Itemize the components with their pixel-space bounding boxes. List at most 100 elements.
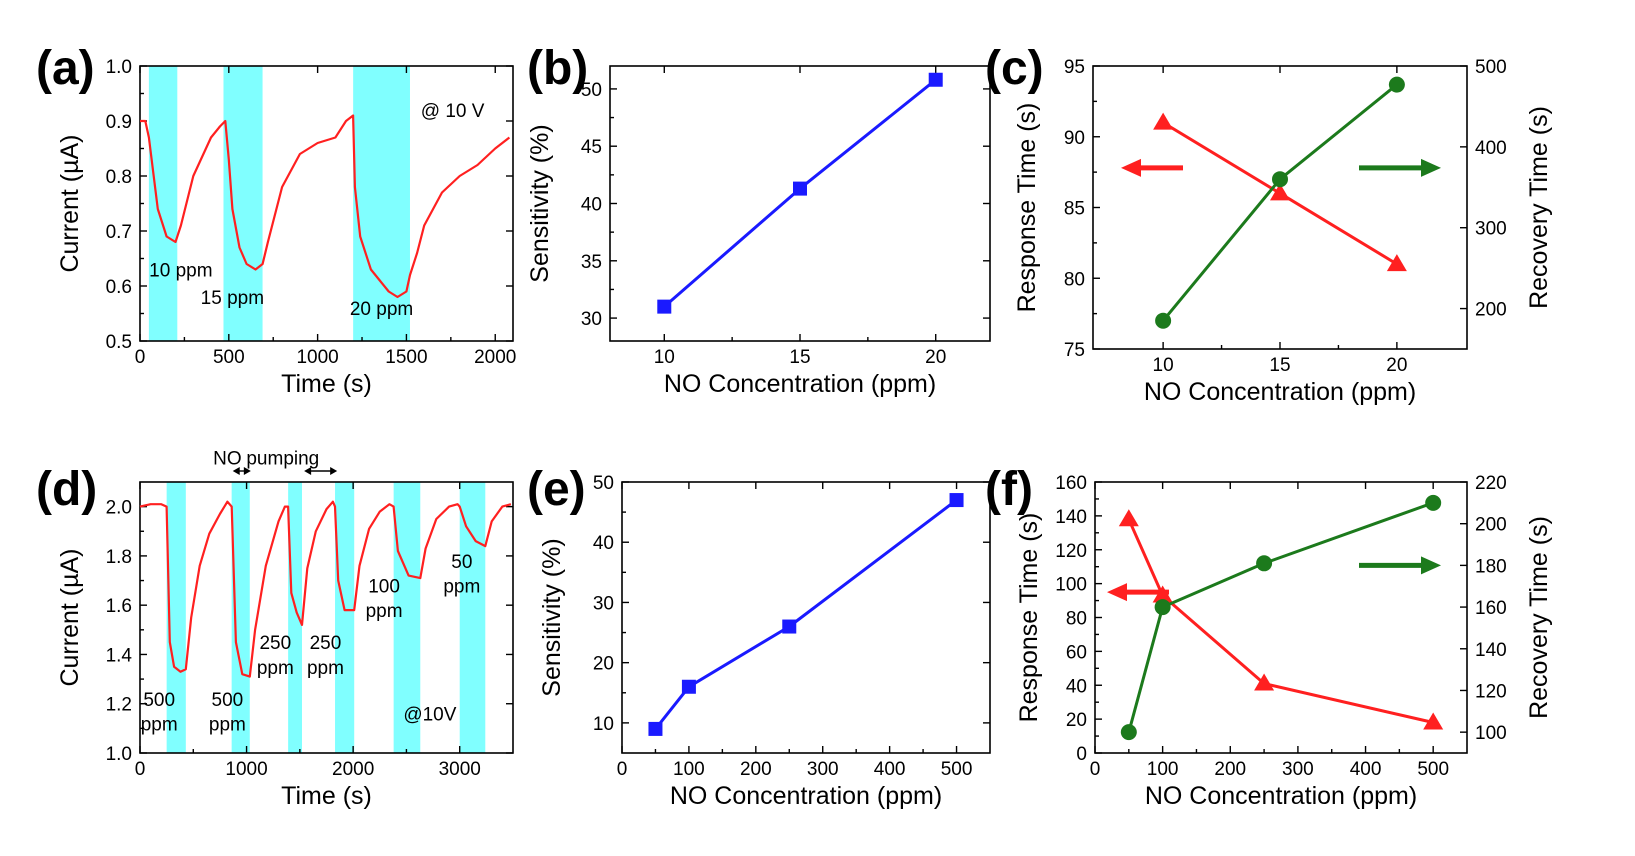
panel-e: 0 100 200 300 400 500 10 20 30 40 50 NO Concentrati… <box>527 463 991 810</box>
annotation-text: 500 <box>143 690 175 711</box>
x-tick-label: 400 <box>874 759 906 780</box>
data-point-square <box>949 493 964 508</box>
y-axis-label: Response Time (s) <box>1015 513 1043 723</box>
x-tick-label: 500 <box>1417 759 1449 780</box>
y-tick-label: 1.4 <box>106 645 133 666</box>
x-tick-label: 2000 <box>474 347 516 368</box>
annotation-text: 10 ppm <box>149 261 212 282</box>
plot-frame <box>139 481 514 754</box>
y2-tick-label: 300 <box>1475 219 1507 240</box>
data-point-triangle <box>1386 254 1407 272</box>
x-axis-label: NO Concentration (ppm) <box>670 782 942 810</box>
y-tick-label: 0.5 <box>106 332 132 353</box>
annotation-text: 20 ppm <box>350 299 413 320</box>
y-tick-label: 140 <box>1055 507 1087 528</box>
data-point-triangle <box>1118 509 1139 527</box>
y-tick-label: 120 <box>1055 541 1087 562</box>
x-tick-label: 500 <box>941 759 973 780</box>
y-axis-label: Current (µA) <box>56 134 84 272</box>
y-tick-label: 1.8 <box>106 547 132 568</box>
x-tick-label: 200 <box>1214 759 1246 780</box>
panel-c: 10 15 20 75 80 85 90 95 200 300 400 500 NO Concentra… <box>985 42 1553 406</box>
y-tick-label: 80 <box>1066 609 1087 630</box>
data-point-circle <box>1425 494 1442 511</box>
x-tick-label: 10 <box>654 347 675 368</box>
left-axis-arrow-head <box>1107 583 1127 602</box>
annotation-text: 250 <box>259 633 291 654</box>
panel-letter: (e) <box>527 463 586 516</box>
annotation-text: 50 <box>451 552 472 573</box>
interval-arrow-head <box>232 467 240 475</box>
y-tick-label: 95 <box>1064 57 1085 78</box>
y-tick-label: 1.6 <box>106 596 132 617</box>
y-tick-label: 40 <box>581 195 602 216</box>
x-tick-label: 300 <box>1282 759 1314 780</box>
exposure-band-5 <box>459 482 486 753</box>
data-point-circle <box>1154 599 1171 616</box>
annotation-text: ppm <box>443 576 480 597</box>
y-tick-label: 60 <box>1066 642 1087 663</box>
x-tick-label: 100 <box>1147 759 1179 780</box>
y-tick-label: 20 <box>593 654 614 675</box>
x-tick-label: 100 <box>673 759 705 780</box>
y-tick-label: 160 <box>1055 473 1087 494</box>
data-point-triangle <box>1153 112 1174 130</box>
panel-letter: (f) <box>985 463 1033 516</box>
annotation-text: pumping <box>246 448 319 469</box>
series-line-0 <box>139 500 512 678</box>
data-point-square <box>928 72 943 87</box>
y-axis-label: Sensitivity (%) <box>538 538 566 696</box>
series-line-1 <box>1161 83 1398 322</box>
y2-tick-label: 500 <box>1475 57 1507 78</box>
data-point-square <box>681 679 696 694</box>
y-tick-label: 85 <box>1064 199 1085 220</box>
y-tick-label: 20 <box>1066 710 1087 731</box>
y-tick-label: 0.8 <box>106 167 132 188</box>
panel-d: 0 1000 2000 3000 1.0 1.2 1.4 1.6 1.8 2.0 Time (s) C… <box>36 448 514 810</box>
x-tick-label: 3000 <box>439 759 481 780</box>
data-point-circle <box>1120 724 1137 741</box>
y-tick-label: 50 <box>581 80 602 101</box>
data-point-square <box>793 181 807 196</box>
annotation-text: ppm <box>209 714 246 735</box>
x-tick-label: 0 <box>135 759 146 780</box>
interval-arrow-head <box>330 467 338 475</box>
y-tick-label: 100 <box>1055 575 1087 596</box>
data-point-circle <box>1256 555 1273 572</box>
series-line-1 <box>1127 501 1434 733</box>
exposure-band-1 <box>223 66 263 341</box>
data-point-circle <box>1272 171 1288 188</box>
y-tick-label: 90 <box>1064 128 1085 149</box>
annotation-text: ppm <box>257 658 294 679</box>
exposure-band-0 <box>166 482 186 753</box>
panel-a: 0 500 1000 1500 2000 0.5 0.6 0.7 0.8 0.9 1.0 Time (… <box>36 42 516 398</box>
x-axis-label: NO Concentration (ppm) <box>1145 782 1417 810</box>
y-tick-label: 35 <box>581 252 602 273</box>
data-point-square <box>782 619 797 634</box>
x-tick-label: 1000 <box>225 759 267 780</box>
y2-tick-label: 100 <box>1475 723 1507 744</box>
y-tick-label: 1.2 <box>106 695 132 716</box>
right-axis-arrow-head <box>1421 158 1441 177</box>
x-tick-label: 0 <box>135 347 146 368</box>
y-tick-label: 10 <box>593 714 614 735</box>
panel-b: 10 15 20 30 35 40 45 50 NO Concentration (ppm) Se… <box>526 42 991 398</box>
y-tick-label: 0 <box>1076 744 1087 765</box>
annotation-text: 100 <box>368 576 400 597</box>
y2-tick-label: 120 <box>1475 681 1507 702</box>
x-axis-label: Time (s) <box>281 782 372 810</box>
left-axis-arrow-head <box>1121 158 1141 177</box>
y-tick-label: 75 <box>1064 340 1085 361</box>
annotation-text: @10V <box>403 705 456 726</box>
x-tick-label: 0 <box>1090 759 1101 780</box>
y-tick-label: 1.0 <box>106 744 132 765</box>
annotation-text: 15 ppm <box>201 288 264 309</box>
y2-tick-label: 400 <box>1475 138 1507 159</box>
series-line-0 <box>654 498 958 730</box>
x-axis-label: NO Concentration (ppm) <box>1144 378 1416 406</box>
annotation-text: ppm <box>141 714 178 735</box>
annotation-text: 250 <box>310 633 342 654</box>
data-point-triangle <box>1423 712 1444 730</box>
data-point-circle <box>1388 76 1405 93</box>
y-tick-label: 30 <box>581 309 602 330</box>
